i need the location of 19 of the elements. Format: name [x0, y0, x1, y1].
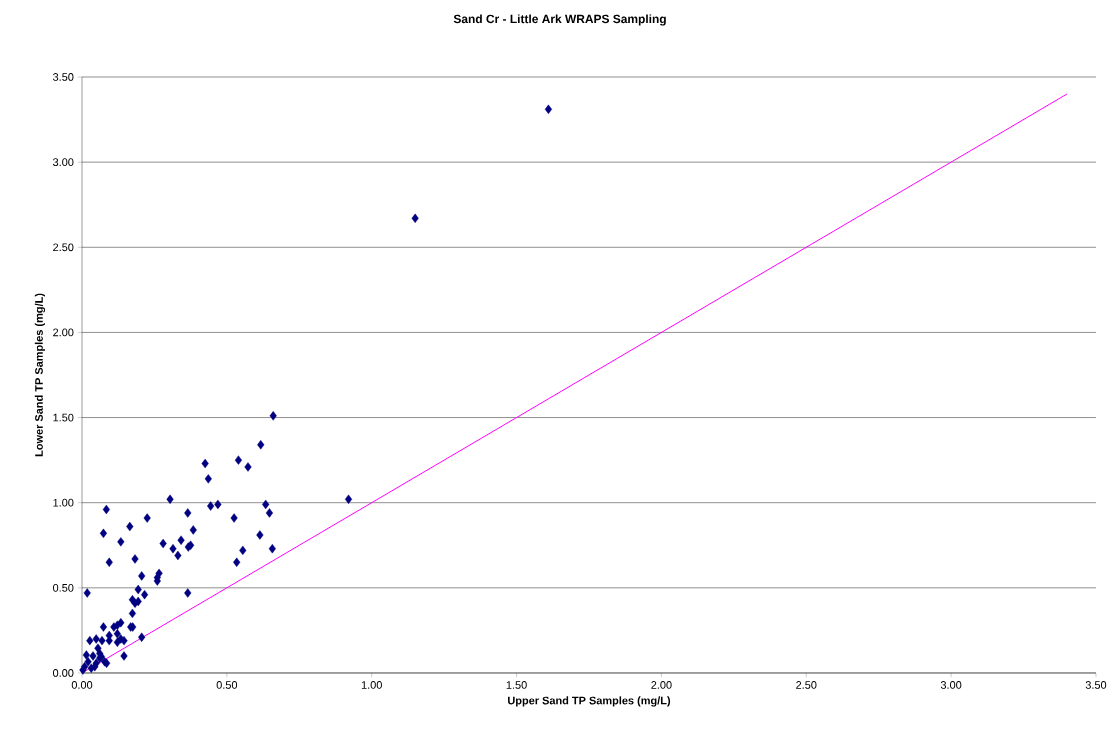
- y-tick-label: 2.00: [53, 328, 74, 337]
- x-tick-label: 3.00: [940, 681, 962, 689]
- x-tick-label: 2.50: [796, 681, 817, 689]
- x-tick-label: 3.50: [1085, 681, 1107, 689]
- y-tick-label: 0.00: [53, 669, 74, 677]
- chart-title: Sand Cr - Little Ark WRAPS Sampling: [453, 14, 666, 26]
- x-tick-label: 2.00: [651, 681, 672, 689]
- x-tick-label: 1.50: [506, 681, 527, 689]
- x-tick-label: 0.00: [71, 681, 93, 689]
- y-tick-label: 3.00: [53, 158, 74, 167]
- y-axis-title: Lower Sand TP Samples (mg/L): [34, 293, 46, 457]
- x-tick-label: 1.00: [361, 681, 382, 689]
- y-tick-label: 0.50: [53, 583, 74, 592]
- y-tick-label: 1.50: [53, 413, 74, 422]
- y-tick-label: 1.00: [53, 498, 74, 507]
- x-tick-label: 0.50: [216, 681, 238, 689]
- x-axis-title: Upper Sand TP Samples (mg/L): [508, 696, 671, 707]
- y-tick-label: 3.50: [53, 73, 74, 81]
- y-tick-label: 2.50: [53, 243, 74, 252]
